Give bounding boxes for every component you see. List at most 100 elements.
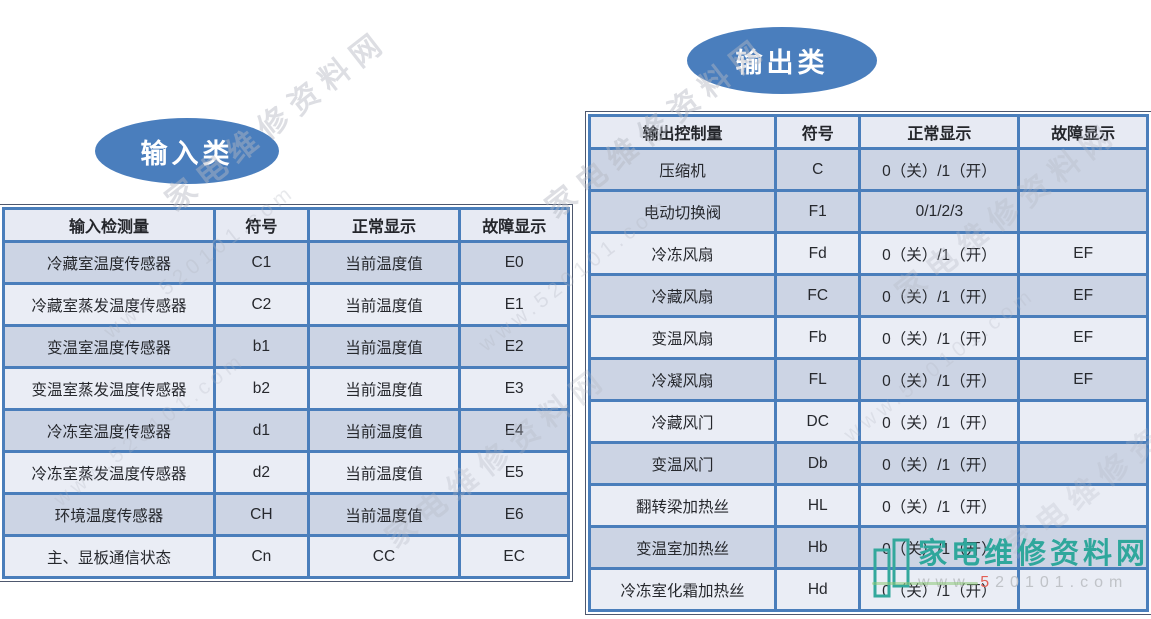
cell: CC <box>306 534 462 579</box>
cell: 当前温度值 <box>306 282 462 327</box>
cell: 冷藏室蒸发温度传感器 <box>1 282 217 327</box>
cell: 当前温度值 <box>306 324 462 369</box>
table-row: 变温风扇 Fb 0（关）/1（开） EF <box>588 315 1149 360</box>
cell: EF <box>1017 315 1149 360</box>
table-row: 冷冻室蒸发温度传感器 d2 当前温度值 E5 <box>1 450 570 495</box>
cell: 0（关）/1（开） <box>858 567 1021 612</box>
output-category-badge: 输出类 <box>687 27 877 94</box>
cell: 0（关）/1（开） <box>858 231 1021 276</box>
cell <box>1017 189 1149 234</box>
table-row: 变温室蒸发温度传感器 b2 当前温度值 E3 <box>1 366 570 411</box>
cell: 0（关）/1（开） <box>858 441 1021 486</box>
cell: 0（关）/1（开） <box>858 273 1021 318</box>
input-table: 输入检测量 符号 正常显示 故障显示 冷藏室温度传感器 C1 当前温度值 E0 冷藏室蒸发温度传… <box>0 204 573 582</box>
cell: FL <box>773 357 862 402</box>
cell: 电动切换阀 <box>588 189 777 234</box>
cell: E4 <box>458 408 570 453</box>
cell: 环境温度传感器 <box>1 492 217 537</box>
table-row: 冷冻室化霜加热丝 Hd 0（关）/1（开） <box>588 567 1149 612</box>
table-row: 冷藏风扇 FC 0（关）/1（开） EF <box>588 273 1149 318</box>
cell: 冷藏室温度传感器 <box>1 240 217 285</box>
cell: E3 <box>458 366 570 411</box>
cell: EF <box>1017 273 1149 318</box>
cell: 当前温度值 <box>306 366 462 411</box>
cell: Cn <box>213 534 310 579</box>
cell: Fb <box>773 315 862 360</box>
output-table: 输出控制量 符号 正常显示 故障显示 压缩机 C 0（关）/1（开） 电动切换阀 F1 0/1/2… <box>585 111 1151 615</box>
column-header: 符号 <box>213 207 310 243</box>
cell: E2 <box>458 324 570 369</box>
cell: Fd <box>773 231 862 276</box>
table-row: 冷藏室温度传感器 C1 当前温度值 E0 <box>1 240 570 285</box>
cell: 当前温度值 <box>306 240 462 285</box>
table-row: 冷藏室蒸发温度传感器 C2 当前温度值 E1 <box>1 282 570 327</box>
cell: 当前温度值 <box>306 450 462 495</box>
cell: 0/1/2/3 <box>858 189 1021 234</box>
table-row: 翻转梁加热丝 HL 0（关）/1（开） <box>588 483 1149 528</box>
cell: d1 <box>213 408 310 453</box>
column-header: 故障显示 <box>1017 114 1149 150</box>
cell: E1 <box>458 282 570 327</box>
cell <box>1017 147 1149 192</box>
cell: E0 <box>458 240 570 285</box>
cell: Hd <box>773 567 862 612</box>
cell: 变温室蒸发温度传感器 <box>1 366 217 411</box>
table-row: 变温风门 Db 0（关）/1（开） <box>588 441 1149 486</box>
column-header: 输出控制量 <box>588 114 777 150</box>
cell: 冷冻室温度传感器 <box>1 408 217 453</box>
cell: E6 <box>458 492 570 537</box>
cell: 0（关）/1（开） <box>858 525 1021 570</box>
cell <box>1017 399 1149 444</box>
cell: 冷冻风扇 <box>588 231 777 276</box>
cell: 主、显板通信状态 <box>1 534 217 579</box>
column-header: 正常显示 <box>858 114 1021 150</box>
cell: b2 <box>213 366 310 411</box>
cell: 0（关）/1（开） <box>858 357 1021 402</box>
column-header: 输入检测量 <box>1 207 217 243</box>
table-row: 电动切换阀 F1 0/1/2/3 <box>588 189 1149 234</box>
table-row: 压缩机 C 0（关）/1（开） <box>588 147 1149 192</box>
cell: 冷藏风扇 <box>588 273 777 318</box>
cell: 变温风门 <box>588 441 777 486</box>
column-header: 故障显示 <box>458 207 570 243</box>
cell: 变温室加热丝 <box>588 525 777 570</box>
table-row: 冷冻风扇 Fd 0（关）/1（开） EF <box>588 231 1149 276</box>
cell <box>1017 441 1149 486</box>
cell: DC <box>773 399 862 444</box>
cell: b1 <box>213 324 310 369</box>
cell: Hb <box>773 525 862 570</box>
cell: 冷藏风门 <box>588 399 777 444</box>
cell: 当前温度值 <box>306 408 462 453</box>
cell: 0（关）/1（开） <box>858 147 1021 192</box>
cell: EC <box>458 534 570 579</box>
cell: 0（关）/1（开） <box>858 315 1021 360</box>
cell: C1 <box>213 240 310 285</box>
column-header: 正常显示 <box>306 207 462 243</box>
highlight-stroke <box>872 582 978 585</box>
cell: 冷冻室蒸发温度传感器 <box>1 450 217 495</box>
cell: HL <box>773 483 862 528</box>
header-row: 输出控制量 符号 正常显示 故障显示 <box>588 114 1149 150</box>
column-header: 符号 <box>773 114 862 150</box>
cell: EF <box>1017 357 1149 402</box>
table-row: 冷凝风扇 FL 0（关）/1（开） EF <box>588 357 1149 402</box>
cell: 翻转梁加热丝 <box>588 483 777 528</box>
table-row: 冷藏风门 DC 0（关）/1（开） <box>588 399 1149 444</box>
cell: F1 <box>773 189 862 234</box>
table-row: 变温室加热丝 Hb 0（关）/1（开） <box>588 525 1149 570</box>
table-row: 主、显板通信状态 Cn CC EC <box>1 534 570 579</box>
input-category-label: 输入类 <box>140 138 234 169</box>
cell: EF <box>1017 231 1149 276</box>
cell: 0（关）/1（开） <box>858 483 1021 528</box>
cell: FC <box>773 273 862 318</box>
cell: 当前温度值 <box>306 492 462 537</box>
table-row: 变温室温度传感器 b1 当前温度值 E2 <box>1 324 570 369</box>
cell: d2 <box>213 450 310 495</box>
output-category-label: 输出类 <box>735 48 829 78</box>
cell: C <box>773 147 862 192</box>
cell <box>1017 483 1149 528</box>
cell: 变温室温度传感器 <box>1 324 217 369</box>
table-row: 冷冻室温度传感器 d1 当前温度值 E4 <box>1 408 570 453</box>
cell: C2 <box>213 282 310 327</box>
cell: 冷凝风扇 <box>588 357 777 402</box>
